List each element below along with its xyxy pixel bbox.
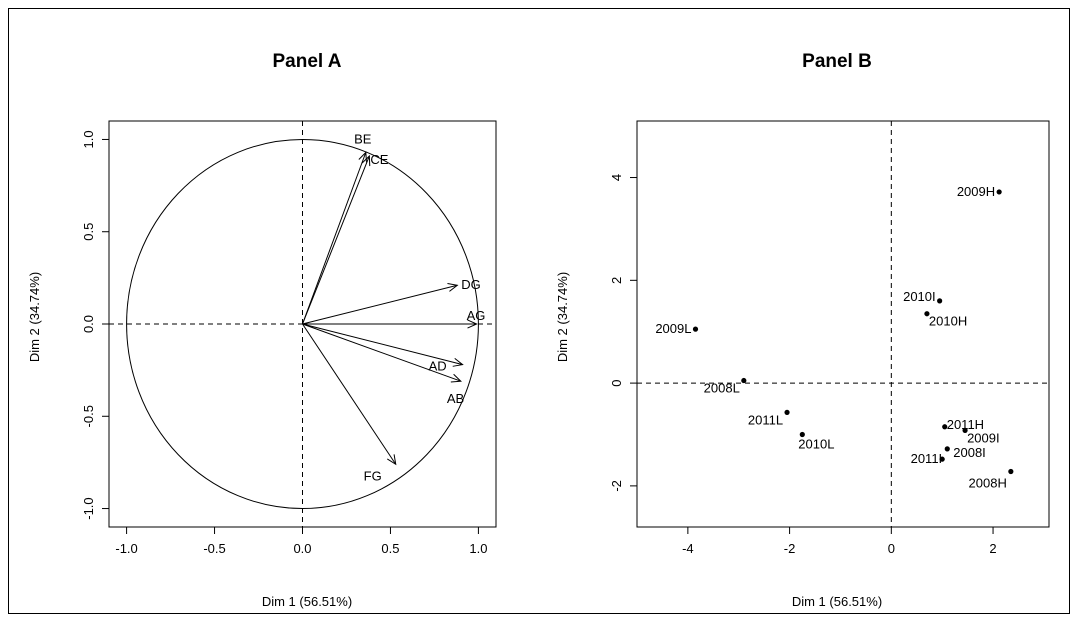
vector-label-be: BE — [354, 131, 372, 146]
point-label-2010l: 2010L — [798, 436, 834, 451]
vector-head-dg — [447, 283, 459, 292]
panel-b-x-tick-label: -2 — [784, 541, 796, 556]
point-label-2010h: 2010H — [929, 314, 967, 329]
panel-a-y-tick-label: 0.0 — [81, 315, 96, 333]
figure-canvas: Panel A Dim 1 (56.51%) Dim 2 (34.74%) -1… — [27, 51, 1050, 609]
vector-head-fg — [387, 454, 397, 466]
panel-a-ylabel: Dim 2 (34.74%) — [27, 272, 42, 362]
point-label-2009i: 2009I — [967, 430, 1000, 445]
vector-arrow-ad — [302, 323, 463, 366]
point-label-2008l: 2008L — [704, 381, 740, 396]
panel-b-plot: -4 -2 0 2 -2 0 2 4 2009H 2010I 2010H 2009L 2008L 2011… — [609, 120, 1050, 556]
vector-arrow-ce — [302, 155, 370, 325]
figure-frame: Panel A Dim 1 (56.51%) Dim 2 (34.74%) -1… — [8, 8, 1070, 614]
panel-b-title: Panel B — [802, 51, 872, 72]
panel-a-x-tick-label: -0.5 — [203, 541, 225, 556]
vector-head-ab — [450, 373, 462, 383]
panel-b-y-tick-label: -2 — [609, 480, 624, 492]
panel-b-x-tick-label: 2 — [989, 541, 996, 556]
point-label-2009l: 2009L — [655, 321, 691, 336]
panel-a-y-tick-label: 0.5 — [81, 223, 96, 241]
point-2009i — [962, 427, 968, 433]
point-label-2011h: 2011H — [947, 417, 984, 432]
point-2011l — [784, 409, 790, 415]
panel-a: Panel A Dim 1 (56.51%) Dim 2 (34.74%) -1… — [27, 51, 497, 609]
vector-arrow-ab — [302, 323, 461, 382]
panel-a-plot: -1.0 -0.5 0.0 0.5 1.0 -1.0 -0.5 0.0 0.5 1.0 BE CE DG… — [81, 120, 497, 556]
panel-a-x-tick-label: -1.0 — [115, 541, 137, 556]
panel-a-xlabel: Dim 1 (56.51%) — [262, 594, 352, 609]
point-label-2010i: 2010I — [903, 289, 936, 304]
vector-arrow-fg — [302, 323, 397, 465]
vector-label-ad: AD — [429, 359, 447, 374]
point-label-2008h: 2008H — [969, 475, 1007, 490]
point-2009l — [692, 326, 699, 332]
vector-label-fg: FG — [364, 468, 382, 483]
panel-b-ylabel: Dim 2 (34.74%) — [555, 272, 570, 362]
vector-arrow-dg — [302, 284, 458, 325]
point-2011h — [942, 424, 948, 430]
panel-a-y-tick-label: -0.5 — [81, 405, 96, 427]
panel-a-title: Panel A — [273, 51, 342, 72]
panel-b: Panel B Dim 1 (56.51%) Dim 2 (34.74%) -4… — [555, 51, 1050, 609]
panel-a-y-tick-label: 1.0 — [81, 130, 96, 148]
point-2010h — [924, 311, 930, 317]
point-2008i — [944, 446, 950, 452]
panel-b-x-tick-label: -4 — [682, 541, 694, 556]
point-2009h — [996, 189, 1002, 195]
point-2011i — [939, 456, 945, 462]
point-label-2011i: 2011I — [911, 451, 943, 466]
panel-b-xlabel: Dim 1 (56.51%) — [792, 594, 882, 609]
point-2008l — [741, 377, 747, 384]
point-2010l — [799, 431, 805, 438]
vector-head-ad — [452, 358, 464, 367]
point-2010i — [937, 298, 943, 304]
vector-label-ce: CE — [370, 152, 388, 167]
panel-b-x-tick-label: 0 — [888, 541, 895, 556]
panel-b-y-tick-label: 2 — [609, 277, 624, 284]
vector-label-ag: AG — [467, 308, 486, 323]
panel-b-plot-box — [636, 120, 1050, 528]
panel-a-unit-circle — [126, 138, 479, 510]
panel-a-y-tick-label: -1.0 — [81, 497, 96, 519]
panel-a-x-tick-label: 1.0 — [469, 541, 487, 556]
point-label-2011l: 2011L — [748, 412, 783, 427]
vector-label-dg: DG — [461, 277, 481, 292]
panel-a-x-tick-label: 0.0 — [293, 541, 311, 556]
point-label-2009h: 2009H — [957, 184, 995, 199]
vector-arrow-be — [302, 152, 367, 325]
vector-label-ab: AB — [447, 391, 464, 406]
point-label-2008i: 2008I — [953, 445, 986, 460]
vector-head-ag — [467, 319, 478, 329]
panel-b-y-tick-label: 0 — [609, 379, 624, 386]
panel-a-x-tick-label: 0.5 — [381, 541, 399, 556]
panel-b-y-tick-label: 4 — [609, 174, 624, 181]
vector-head-ce — [361, 154, 371, 167]
point-2008h — [1008, 468, 1014, 475]
